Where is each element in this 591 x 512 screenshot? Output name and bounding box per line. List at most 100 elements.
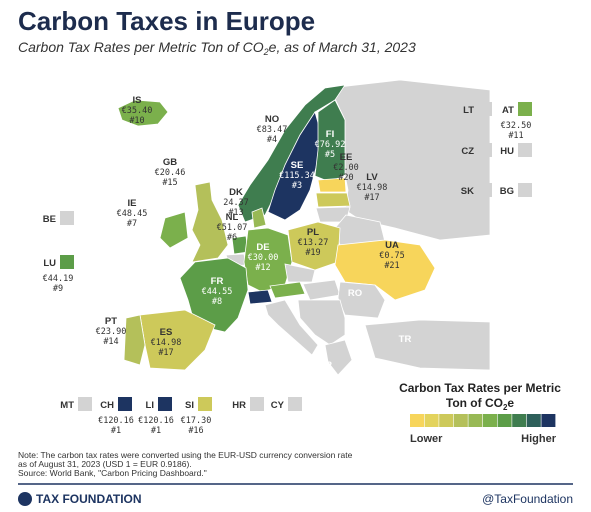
great-britain xyxy=(191,181,229,263)
country-code: LV xyxy=(366,172,378,183)
country-code: EE xyxy=(340,152,353,163)
side-box xyxy=(478,183,492,197)
side-rank: #1 xyxy=(111,426,121,436)
country-rank: #7 xyxy=(127,219,137,229)
country-code: NO xyxy=(265,114,279,125)
country-value: €83.47 xyxy=(257,125,288,135)
italy xyxy=(264,299,319,356)
country-rank: #12 xyxy=(255,263,270,273)
side-box xyxy=(518,143,532,157)
country-value: €14.98 xyxy=(151,338,182,348)
legend-swatch xyxy=(497,414,512,427)
side-value: €44.19 xyxy=(43,274,74,284)
side-rank: #9 xyxy=(53,284,63,294)
country-rank: #20 xyxy=(338,173,353,183)
country-code: SE xyxy=(291,160,304,171)
france xyxy=(179,257,249,333)
logo xyxy=(18,492,32,506)
side-rank: #11 xyxy=(508,131,523,141)
side-box xyxy=(118,397,132,411)
country-value: €13.27 xyxy=(298,238,329,248)
country-value: €2.00 xyxy=(333,163,359,173)
legend-swatch xyxy=(526,414,541,427)
side-box xyxy=(60,255,74,269)
country-code: RO xyxy=(348,288,362,299)
side-code: CH xyxy=(100,400,114,411)
side-value: €32.50 xyxy=(501,121,532,131)
country-code: FI xyxy=(326,129,334,140)
side-box xyxy=(78,397,92,411)
balkans xyxy=(297,299,346,346)
note-line: as of August 31, 2023 (USD 1 = EUR 0.918… xyxy=(18,459,192,469)
side-box xyxy=(250,397,264,411)
latvia xyxy=(315,192,351,208)
legend-swatch xyxy=(483,414,497,427)
country-value: €35.40 xyxy=(122,106,153,116)
subtitle-part: e, as of March 31, 2023 xyxy=(269,39,416,55)
side-value: €120.16 xyxy=(138,416,174,426)
country-code: NL xyxy=(226,212,239,223)
country-value: 24.37 xyxy=(223,198,249,208)
country-code: GB xyxy=(163,157,177,168)
legend-swatch xyxy=(468,414,483,427)
legend-swatches xyxy=(410,414,556,427)
footer-handle: @TaxFoundation xyxy=(482,492,573,506)
side-value: €120.16 xyxy=(98,416,134,426)
turkey xyxy=(364,319,491,371)
side-boxes: LT AT €32.50#11 CZ HU SK BG BE LU €44.19#9 MT CH €12… xyxy=(43,102,532,436)
side-rank: #1 xyxy=(151,426,161,436)
side-code: SK xyxy=(461,186,474,197)
country-value: €115.34 xyxy=(279,171,315,181)
country-code: ES xyxy=(160,327,173,338)
country-rank: #17 xyxy=(158,348,173,358)
country-value: €48.45 xyxy=(117,209,148,219)
country-code: DE xyxy=(256,242,269,253)
side-box xyxy=(518,102,532,116)
side-box xyxy=(158,397,172,411)
country-rank: #13 xyxy=(228,208,243,218)
country-code: UA xyxy=(385,240,399,251)
side-code: LT xyxy=(463,105,474,116)
side-box xyxy=(478,143,492,157)
country-code: PT xyxy=(105,316,117,327)
country-rank: #3 xyxy=(292,181,302,191)
note-line: Note: The carbon tax rates were converte… xyxy=(18,450,353,460)
side-code: HU xyxy=(500,146,514,157)
side-code: AT xyxy=(502,105,514,116)
country-rank: #21 xyxy=(384,261,399,271)
country-code: GR xyxy=(318,360,332,371)
side-code: SI xyxy=(185,400,194,411)
country-value: €30.00 xyxy=(248,253,279,263)
legend-title: Carbon Tax Rates per Metric xyxy=(399,381,561,395)
spain xyxy=(139,309,216,371)
title: Carbon Taxes in Europe xyxy=(18,6,315,36)
country-rank: #19 xyxy=(305,248,320,258)
side-box xyxy=(198,397,212,411)
country-code: FR xyxy=(211,276,224,287)
greece xyxy=(324,339,353,376)
czechia-slovakia xyxy=(284,263,316,283)
legend-swatch xyxy=(512,414,527,427)
map xyxy=(117,79,491,376)
side-box xyxy=(478,102,492,116)
side-box xyxy=(288,397,302,411)
side-code: CY xyxy=(271,400,285,411)
country-rank: #5 xyxy=(325,150,335,160)
footer-brand: TAX FOUNDATION xyxy=(36,492,142,506)
country-value: €23.90 xyxy=(96,327,127,337)
legend-title: Ton of CO2e xyxy=(446,396,515,412)
legend: Carbon Tax Rates per Metric Ton of CO2e … xyxy=(399,381,561,445)
legend-swatch xyxy=(541,414,556,427)
note-line: Source: World Bank, "Carbon Pricing Dash… xyxy=(18,468,207,478)
legend-high: Higher xyxy=(521,433,557,445)
country-value: €44.55 xyxy=(202,287,233,297)
country-rank: #14 xyxy=(103,337,118,347)
legend-title-part: Ton of CO xyxy=(446,396,503,410)
country-code: IT xyxy=(276,348,285,359)
iceland xyxy=(117,99,169,127)
country-code: IS xyxy=(133,95,142,106)
legend-swatch xyxy=(424,414,439,427)
country-value: €14.98 xyxy=(357,183,388,193)
side-code: LU xyxy=(43,258,56,269)
legend-swatch xyxy=(439,414,454,427)
